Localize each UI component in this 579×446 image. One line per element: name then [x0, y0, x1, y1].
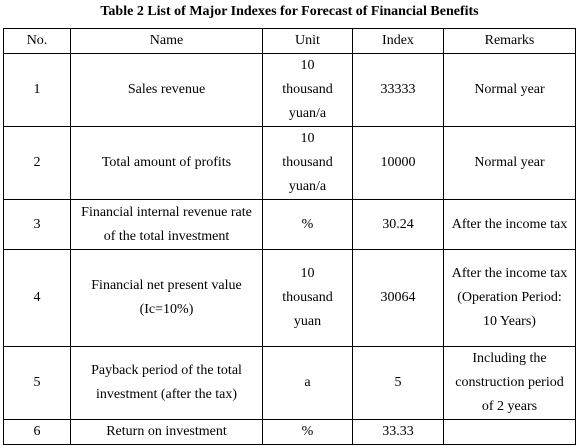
- row-number: 6: [33, 424, 41, 439]
- table-row: 4 Financial net present value (Ic=10%) 10 …: [3, 249, 576, 347]
- column-header: Unit: [262, 28, 353, 54]
- unit: a: [304, 375, 311, 390]
- index-value: 33333: [380, 82, 416, 97]
- table-cell: After the income tax: [443, 199, 576, 250]
- unit: 10 thousand yuan/a: [282, 58, 333, 121]
- table-cell: 3: [3, 199, 71, 250]
- table-cell: 30.24: [352, 199, 444, 250]
- index-value: 33.33: [382, 424, 414, 439]
- row-number: 4: [33, 290, 41, 305]
- table-cell: 4: [3, 249, 71, 347]
- row-number: 1: [33, 82, 41, 97]
- table-cell: 33333: [352, 53, 444, 127]
- remarks: Including the construction period of 2 y…: [455, 351, 564, 414]
- table-cell: Return on investment: [70, 419, 263, 445]
- table-title: Table 2 List of Major Indexes for Foreca…: [100, 4, 479, 19]
- unit: 10 thousand yuan: [282, 266, 333, 329]
- table-row: 3 Financial internal revenue rate of the …: [3, 199, 576, 250]
- item-name: Sales revenue: [127, 82, 206, 97]
- column-header: Remarks: [443, 28, 576, 54]
- column-header: Index: [352, 28, 444, 54]
- table-cell: 10 thousand yuan: [262, 249, 353, 347]
- row-number: 5: [33, 375, 41, 390]
- unit: %: [301, 424, 314, 439]
- table-cell: Including the construction period of 2 y…: [443, 346, 576, 420]
- table-cell: Financial net present value (Ic=10%): [70, 249, 263, 347]
- table-cell: 10000: [352, 126, 444, 200]
- table-cell: [443, 419, 576, 445]
- table-cell: %: [262, 199, 353, 250]
- index-value: 30.24: [382, 216, 414, 232]
- table-cell: 5: [3, 346, 71, 420]
- table-body: 1 Sales revenue 10 thousand yuan/a 33333 Nor…: [3, 53, 576, 445]
- index-value: 10000: [380, 155, 416, 170]
- table: No. Name Unit Index Remarks 1 Sales revenue 10…: [3, 28, 576, 445]
- item-name: Return on investment: [106, 424, 227, 439]
- remarks: After the income tax: [451, 216, 568, 232]
- table-cell: 30064: [352, 249, 444, 347]
- table-cell: Sales revenue: [70, 53, 263, 127]
- remarks: After the income tax (Operation Period: …: [451, 266, 568, 329]
- table-cell: %: [262, 419, 353, 445]
- table-cell: After the income tax (Operation Period: …: [443, 249, 576, 347]
- index-value: 5: [394, 375, 402, 390]
- table-cell: 33.33: [352, 419, 444, 445]
- row-number: 3: [33, 216, 41, 232]
- table-row: 6 Return on investment% 33.33: [3, 419, 576, 445]
- table-cell: 6: [3, 419, 71, 445]
- table-cell: 10 thousand yuan/a: [262, 126, 353, 200]
- table-cell: 1: [3, 53, 71, 127]
- index-value: 30064: [380, 290, 416, 305]
- row-number: 2: [33, 155, 41, 170]
- table-row: 2 Total amount of profits 10 thousand yuan…: [3, 126, 576, 200]
- table-cell: Financial internal revenue rate of the t…: [70, 199, 263, 250]
- item-name: Total amount of profits: [101, 155, 232, 170]
- table-cell: a: [262, 346, 353, 420]
- remarks: Normal year: [474, 155, 545, 170]
- header-row: No. Name Unit Index Remarks: [3, 28, 576, 54]
- table-cell: 2: [3, 126, 71, 200]
- table-row: 5 Payback period of the total investment …: [3, 346, 576, 420]
- column-header: No.: [3, 28, 71, 54]
- item-name: Payback period of the total investment (…: [91, 363, 242, 402]
- table-cell: Normal year: [443, 53, 576, 127]
- table-cell: 5: [352, 346, 444, 420]
- table-row: 1 Sales revenue 10 thousand yuan/a 33333 Nor…: [3, 53, 576, 127]
- item-name: Financial internal revenue rate of the t…: [81, 204, 252, 244]
- table-cell: 10 thousand yuan/a: [262, 53, 353, 127]
- unit: %: [301, 216, 314, 232]
- remarks: Normal year: [474, 82, 545, 97]
- column-header: Name: [70, 28, 263, 54]
- table-cell: Payback period of the total investment (…: [70, 346, 263, 420]
- item-name: Financial net present value (Ic=10%): [91, 278, 242, 317]
- table-cell: Total amount of profits: [70, 126, 263, 200]
- table-cell: Normal year: [443, 126, 576, 200]
- unit: 10 thousand yuan/a: [282, 131, 333, 194]
